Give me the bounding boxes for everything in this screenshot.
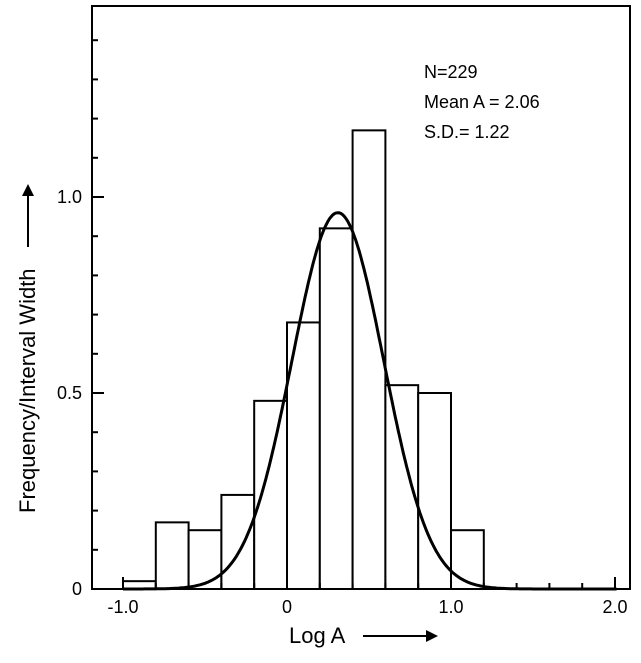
y-axis-label: Frequency/Interval Width: [15, 268, 40, 513]
tick-labels-layer: -1.0 0 1.0 2.0 0 0.5 1.0: [57, 187, 628, 617]
bars-layer: [122, 129, 485, 591]
x-tick-label-3: 2.0: [602, 597, 627, 617]
x-axis-title: Log A: [289, 623, 438, 648]
annotation-sd: S.D.= 1.22: [424, 122, 510, 142]
x-tick-label-1: 0: [282, 597, 292, 617]
annotation-mean: Mean A = 2.06: [424, 92, 540, 112]
ticks-layer: [92, 39, 616, 590]
histogram-bar-10: [450, 529, 485, 591]
annotation-block: N=229 Mean A = 2.06 S.D.= 1.22: [424, 62, 540, 142]
histogram-bar-4: [253, 399, 288, 590]
histogram-bar-9: [417, 392, 453, 590]
y-tick-label-0: 0: [72, 579, 82, 599]
x-tick-label-2: 1.0: [438, 597, 463, 617]
histogram-bar-1: [154, 521, 190, 590]
y-tick-label-1: 0.5: [57, 383, 82, 403]
annotation-n: N=229: [424, 62, 478, 82]
y-axis-title: Frequency/Interval Width: [15, 184, 40, 513]
curve-layer: [123, 211, 617, 591]
x-axis-arrowhead-icon: [426, 630, 438, 642]
histogram-bar-7: [351, 129, 387, 591]
histogram-bar-2: [187, 529, 223, 591]
histogram-bar-3: [220, 493, 256, 591]
x-axis-label: Log A: [289, 623, 346, 648]
histogram-bar-6: [318, 227, 354, 591]
histogram-bar-5: [286, 321, 321, 590]
y-axis-arrowhead-icon: [22, 184, 34, 196]
x-tick-label-0: -1.0: [107, 597, 138, 617]
y-tick-label-2: 1.0: [57, 187, 82, 207]
normal-curve: [123, 211, 617, 591]
